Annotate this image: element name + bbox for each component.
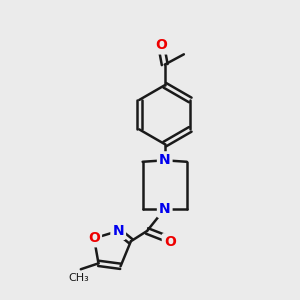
Text: N: N (159, 153, 170, 167)
Text: N: N (159, 202, 170, 216)
Text: O: O (88, 231, 100, 245)
Text: CH₃: CH₃ (68, 273, 89, 283)
Text: O: O (164, 235, 176, 249)
Text: N: N (112, 224, 124, 238)
Text: O: O (155, 38, 167, 52)
